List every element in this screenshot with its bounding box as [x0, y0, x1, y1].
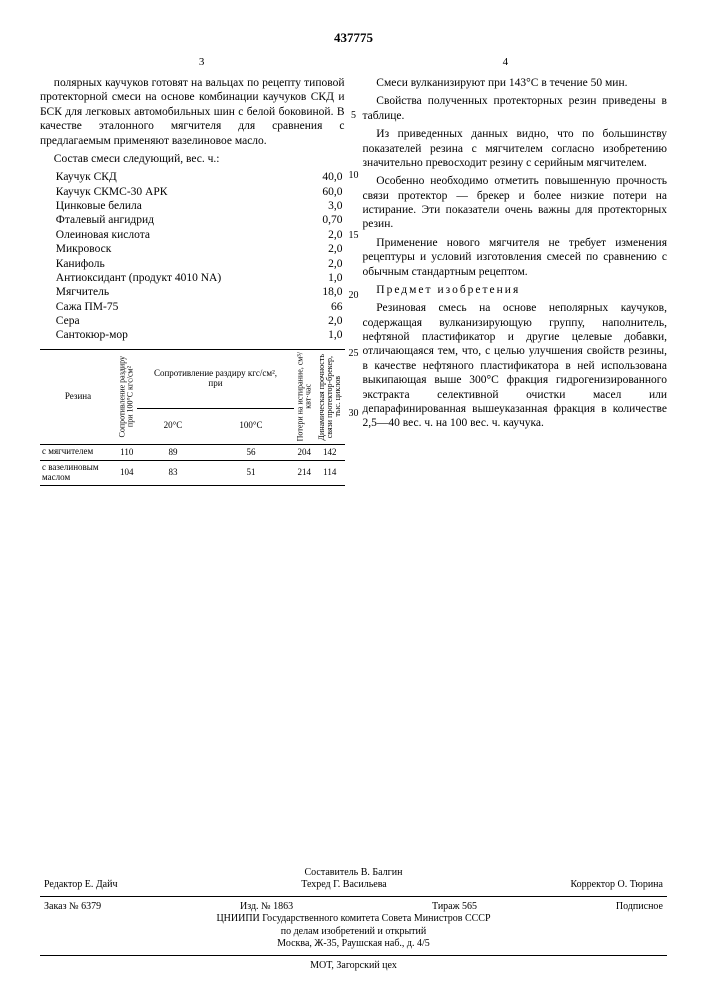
col-tear-group: Сопротивление раздиру кгс/см², при — [137, 349, 293, 408]
doc-number: 437775 — [40, 30, 667, 46]
line-marker: 20 — [344, 290, 364, 303]
right-p2: Свойства полученных протекторных резин п… — [363, 94, 668, 123]
row-label: с мягчителем — [40, 444, 116, 460]
formula-row: Мягчитель18,0 — [40, 285, 345, 299]
footer-addr: Москва, Ж-35, Раушская наб., д. 4/5 — [40, 938, 667, 951]
footer-mot: МОТ, Загорский цех — [40, 960, 667, 973]
formula-table: Каучук СКД40,0 Каучук СКМС-30 АРК60,0 Ци… — [40, 170, 345, 343]
footer-izd: Изд. № 1863 — [240, 901, 293, 914]
formula-row: Фталевый ангидрид0,70 — [40, 213, 345, 227]
formula-row: Сантокюр-мор1,0 — [40, 328, 345, 342]
footer-editor: Редактор Е. Дайч — [44, 879, 117, 892]
col-dynamic: Динамическая прочность связи протектор-б… — [315, 349, 345, 444]
col-100c: 100°С — [208, 409, 293, 445]
col-20c: 20°С — [137, 409, 208, 445]
formula-caption: Состав смеси следующий, вес. ч.: — [40, 152, 345, 166]
left-column: полярных каучуков готовят на вальцах по … — [40, 76, 345, 486]
footer-sub: Подписное — [616, 901, 663, 914]
formula-row: Сера2,0 — [40, 314, 345, 328]
line-marker: 15 — [344, 230, 364, 243]
footer-org1: ЦНИИПИ Государственного комитета Совета … — [40, 913, 667, 926]
right-p1: Смеси вулканизируют при 143°С в течение … — [363, 76, 668, 90]
formula-row: Антиоксидант (продукт 4010 NA)1,0 — [40, 271, 345, 285]
formula-row: Каучук СКД40,0 — [40, 170, 345, 184]
footer-order: Заказ № 6379 — [44, 901, 101, 914]
line-marker: 5 — [344, 110, 364, 123]
formula-row: Олеиновая кислота2,0 — [40, 228, 345, 242]
formula-row: Каучук СКМС-30 АРК60,0 — [40, 185, 345, 199]
two-column-body: полярных каучуков готовят на вальцах по … — [40, 76, 667, 486]
footer-print-row: Заказ № 6379 Изд. № 1863 Тираж 565 Подпи… — [40, 901, 667, 914]
properties-table: Резина Сопротивление раздиру при 100°С к… — [40, 349, 345, 486]
page: 437775 3 4 5 10 15 20 25 30 полярных кау… — [0, 0, 707, 1000]
line-marker: 10 — [344, 170, 364, 183]
footer-credits-row: Редактор Е. Дайч Техред Г. Васильева Кор… — [40, 879, 667, 892]
column-page-numbers: 3 4 — [40, 56, 667, 70]
col-tear-100: Сопротивление раздиру при 100°С кгс/см² — [116, 349, 137, 444]
left-intro: полярных каучуков готовят на вальцах по … — [40, 76, 345, 148]
right-p3: Из приведенных данных видно, что по боль… — [363, 127, 668, 170]
pagenum-right: 4 — [355, 56, 656, 70]
pagenum-left: 3 — [51, 56, 352, 70]
right-p4: Особенно необходимо отметить повышенную … — [363, 174, 668, 232]
line-marker: 30 — [344, 408, 364, 421]
formula-row: Сажа ПМ-7566 — [40, 300, 345, 314]
right-column: Смеси вулканизируют при 143°С в течение … — [363, 76, 668, 486]
footer: Составитель В. Балгин Редактор Е. Дайч Т… — [40, 867, 667, 973]
footer-org2: по делам изобретений и открытий — [40, 926, 667, 939]
footer-rule — [40, 896, 667, 897]
footer-techred: Техред Г. Васильева — [301, 879, 387, 892]
footer-rule — [40, 955, 667, 956]
col-resin: Резина — [40, 349, 116, 444]
right-p5: Применение нового мягчителя не требует и… — [363, 236, 668, 279]
formula-row: Канифоль2,0 — [40, 257, 345, 271]
subject-heading: Предмет изобретения — [363, 283, 668, 297]
formula-row: Цинковые белила3,0 — [40, 199, 345, 213]
formula-row: Микровоск2,0 — [40, 242, 345, 256]
footer-tirage: Тираж 565 — [432, 901, 477, 914]
table-row: с вазелиновым маслом 104 83 51 214 114 — [40, 461, 345, 486]
footer-compiler: Составитель В. Балгин — [40, 867, 667, 880]
table-row: с мягчителем 110 89 56 204 142 — [40, 444, 345, 460]
line-marker: 25 — [344, 348, 364, 361]
table-header-row: Резина Сопротивление раздиру при 100°С к… — [40, 349, 345, 408]
row-label: с вазелиновым маслом — [40, 461, 116, 486]
footer-corrector: Корректор О. Тюрина — [570, 879, 663, 892]
col-abrasion: Потери на истирание, см³/квт·час — [294, 349, 315, 444]
claim-text: Резиновая смесь на основе неполярных кау… — [363, 301, 668, 430]
